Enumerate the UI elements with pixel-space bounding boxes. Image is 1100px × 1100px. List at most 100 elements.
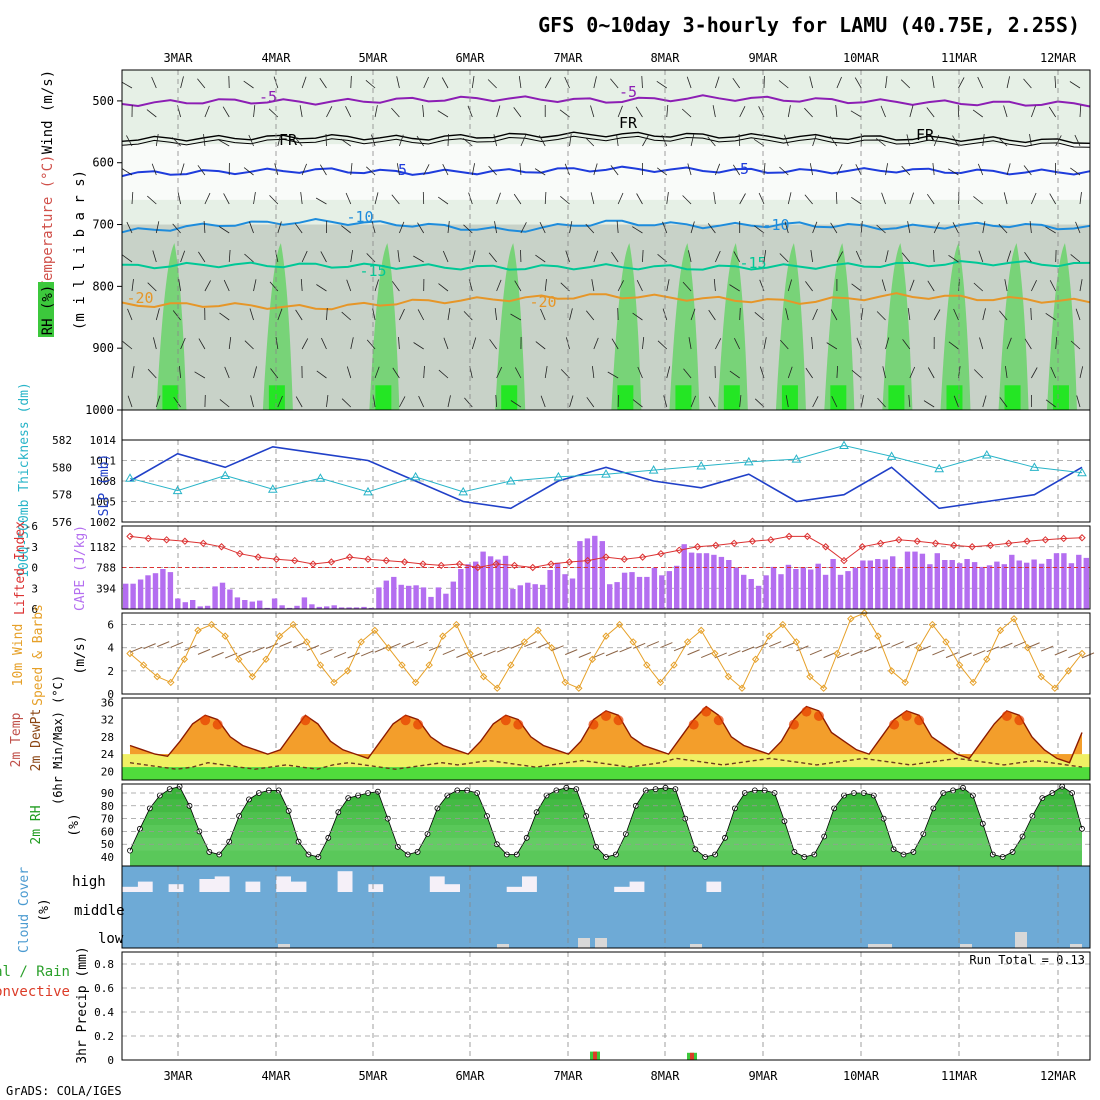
wind-speed-point <box>806 672 814 681</box>
cloud-high-bar <box>460 866 476 892</box>
cape-bar <box>413 585 419 609</box>
cape-bar <box>577 541 583 609</box>
wind-barb <box>442 164 449 176</box>
p1-tick-label-3: 800 <box>92 279 114 293</box>
wind-barb-10m <box>551 645 564 652</box>
p6-tick-5: 40 <box>101 851 114 864</box>
wind-barb-10m <box>1013 641 1027 648</box>
contour-label-12: -20 <box>529 293 556 311</box>
cloud-high-bar <box>921 866 937 892</box>
wind-barb <box>147 195 157 205</box>
wind-barb <box>763 250 767 263</box>
wind-barb <box>422 104 425 118</box>
wind-barb <box>468 192 473 205</box>
wind-barb <box>350 250 353 263</box>
wind-barb <box>513 107 522 118</box>
li-point <box>1078 534 1086 542</box>
cloud-high-bar <box>429 866 446 877</box>
cape-bar <box>160 569 166 609</box>
wind-barb <box>540 395 546 408</box>
wind-barb <box>927 367 935 379</box>
wind-barb <box>754 225 765 234</box>
wind-barb <box>1079 279 1083 292</box>
wind-barb <box>316 284 327 292</box>
wind-barb <box>636 280 643 292</box>
wind-barb-10m <box>1081 652 1095 659</box>
wind-speed-point <box>371 626 379 635</box>
wind-barb <box>131 191 134 205</box>
wind-barb <box>592 366 595 379</box>
wind-barb-10m <box>456 652 469 658</box>
wind-barb <box>471 337 477 350</box>
wind-barb <box>437 196 449 205</box>
cape-bar <box>450 581 456 609</box>
wind-barb <box>518 76 522 89</box>
rh-plume-core-4 <box>617 385 634 410</box>
wind-barb <box>340 138 351 147</box>
wind-barb-10m <box>170 641 183 648</box>
wind-barb <box>982 308 986 321</box>
wind-barb <box>908 394 911 408</box>
wind-barb <box>715 163 721 176</box>
wind-barb <box>519 162 522 176</box>
wind-barb <box>778 80 789 89</box>
cloud-high-bar <box>398 866 415 892</box>
temp-peak-mark <box>713 715 724 726</box>
li-point <box>437 561 445 570</box>
li-point <box>181 537 189 545</box>
cape-bar <box>1068 563 1075 609</box>
wind-barb <box>535 341 546 350</box>
wind-barb <box>1004 279 1008 292</box>
cape-bar <box>376 587 382 609</box>
bottom-date-label-6: 9MAR <box>749 1069 779 1083</box>
wind-barb <box>754 398 765 408</box>
li-point <box>126 532 134 541</box>
wind-barb <box>681 108 692 118</box>
wind-barb <box>275 337 279 350</box>
p3-right-tick-2: 394 <box>96 582 116 595</box>
top-date-label-5: 8MAR <box>651 51 681 65</box>
p8-tick-1: 0.6 <box>94 982 114 995</box>
rh-plume-core-11 <box>1004 385 1021 410</box>
p1-tick-label-2: 700 <box>92 218 114 232</box>
wind-barb <box>494 221 498 234</box>
cape-bar <box>837 574 844 609</box>
cloud-high-bar <box>721 866 738 892</box>
wind-barb <box>194 371 206 379</box>
wind-barb <box>683 368 692 379</box>
wind-barb <box>569 221 573 234</box>
wind-barb <box>399 396 406 408</box>
wind-barb <box>514 280 522 292</box>
p5-tick-4: 20 <box>101 765 114 778</box>
p5-tick-0: 36 <box>101 696 114 709</box>
wind-barb-10m <box>415 641 428 648</box>
wind-barb <box>488 165 497 176</box>
wind-barb-10m <box>333 651 347 658</box>
wind-speed-point <box>983 655 991 663</box>
wind-speed-point <box>1010 615 1018 623</box>
cloud-low-bar-1 <box>497 944 509 948</box>
wind-barb <box>836 251 844 263</box>
wind-barb <box>687 163 692 176</box>
li-point <box>876 539 885 547</box>
wind-barb <box>611 251 619 263</box>
wind-barb <box>249 308 254 321</box>
wind-barb <box>178 279 182 292</box>
wind-barb <box>510 313 522 321</box>
wind-barb <box>733 251 741 263</box>
wind-barb <box>346 366 352 379</box>
wind-barb <box>223 279 230 292</box>
temp-peak-mark <box>688 719 699 730</box>
top-date-label-8: 11MAR <box>941 51 978 65</box>
wind-barb <box>784 221 789 234</box>
p4-tick-1: 4 <box>107 642 114 655</box>
wind-barb <box>927 280 935 292</box>
li-point <box>492 560 500 568</box>
wind-barb <box>661 134 668 147</box>
wind-barb <box>315 197 327 205</box>
p5-label-a: 2m Temp <box>9 712 24 767</box>
temp-contour-0 <box>121 94 1091 108</box>
wind-barb <box>1023 78 1032 89</box>
wind-speed-point <box>139 661 148 669</box>
temp-peak-mark <box>801 706 812 717</box>
